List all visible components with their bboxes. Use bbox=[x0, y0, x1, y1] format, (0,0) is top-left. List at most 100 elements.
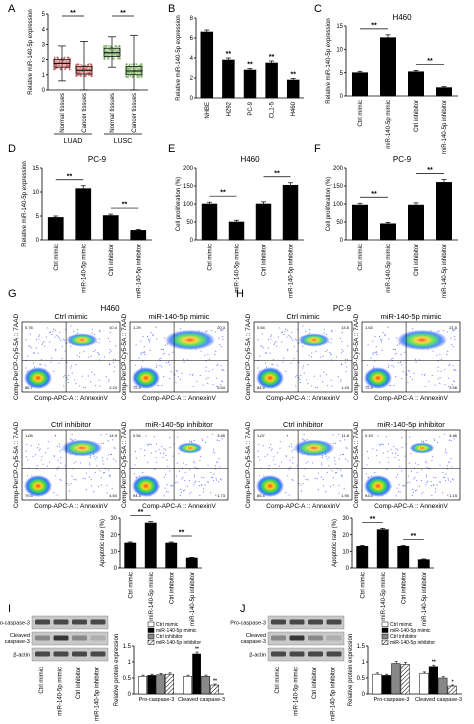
panel-g-flow-event bbox=[108, 363, 111, 366]
panel-h-flow-event bbox=[322, 355, 324, 357]
panel-h-flow-event bbox=[452, 384, 454, 386]
panel-h-flow-event bbox=[375, 455, 378, 457]
panel-i-blot-band bbox=[72, 651, 87, 657]
panel-i-blot-band bbox=[90, 651, 106, 657]
panel-g-flow-event bbox=[193, 476, 195, 478]
panel-h-flow-event bbox=[425, 476, 427, 478]
panel-g-flow-event bbox=[85, 472, 87, 474]
panel-g-flow-event bbox=[75, 382, 77, 385]
panel-g-flow-event bbox=[210, 476, 212, 478]
panel-g-flow-event bbox=[156, 461, 158, 463]
panel-g-flow-event bbox=[203, 488, 205, 490]
panel-h-flow-event bbox=[303, 365, 305, 367]
panel-g-flow-event bbox=[84, 478, 86, 480]
panel-h-flow-event bbox=[378, 444, 380, 446]
panel-g-flow-event bbox=[87, 356, 90, 358]
panel-f-title: PC-9 bbox=[393, 155, 412, 164]
panel-a-data-point bbox=[107, 58, 110, 60]
panel-i-ytick-label: 0.5 bbox=[123, 676, 132, 682]
panel-g-flow-event bbox=[59, 337, 61, 339]
panel-g-flow-event bbox=[106, 458, 108, 460]
panel-b-bar bbox=[265, 62, 278, 99]
panel-g-sig-mark: ** bbox=[138, 509, 144, 516]
panel-h-flow-event bbox=[288, 494, 290, 496]
panel-g-flow-event bbox=[27, 355, 29, 357]
panel-g-flow-quadrant-value: 5.54 bbox=[217, 385, 226, 390]
panel-h-flow-event bbox=[295, 338, 297, 340]
panel-h-flow-event bbox=[406, 374, 408, 376]
panel-c-bar bbox=[407, 71, 424, 97]
panel-g-flow-event bbox=[102, 442, 105, 444]
panel-h-flow-event bbox=[285, 370, 287, 372]
panel-g-flow-event bbox=[94, 349, 96, 351]
panel-c-ytick-label: 15 bbox=[336, 24, 343, 30]
panel-g-flow-event bbox=[108, 379, 110, 381]
panel-i-bar bbox=[210, 684, 219, 695]
panel-g-flow-event bbox=[162, 375, 165, 378]
panel-a-data-point bbox=[139, 63, 142, 66]
panel-j-blot-band bbox=[326, 635, 342, 641]
panel-j-bar bbox=[438, 677, 448, 695]
panel-j-blot-row-label: β-actin bbox=[249, 653, 266, 659]
panel-g-flow-event bbox=[71, 365, 73, 367]
panel-g-flow-event bbox=[223, 369, 225, 372]
panel-h-flow-event bbox=[451, 466, 453, 468]
panel-h-flow-event bbox=[278, 465, 281, 467]
panel-e-ylabel: Cell proliferation (%) bbox=[176, 177, 182, 231]
panel-a-sig-mark: ** bbox=[120, 10, 126, 17]
panel-g-flow-event bbox=[172, 484, 174, 487]
panel-h-flow-event bbox=[407, 482, 409, 484]
panel-h-flow-event bbox=[410, 452, 412, 455]
panel-g-flow-event bbox=[200, 350, 202, 352]
panel-h-flow-event bbox=[439, 481, 442, 483]
panel-g-flow-event bbox=[215, 479, 218, 481]
panel-j-blot-band bbox=[289, 635, 305, 641]
panel-g-flow-event bbox=[111, 487, 113, 489]
panel-h-flow-event bbox=[365, 473, 367, 475]
panel-i-legend-label: Ctrl inhibitor bbox=[156, 634, 183, 640]
panel-g-flow-event bbox=[163, 495, 165, 497]
panel-j-blot-row-label: Pro-caspase-3 bbox=[230, 621, 266, 627]
panel-i-bar bbox=[183, 676, 192, 695]
panel-g-flow-ylabel: Comp-PerCP-Cy5-5A :: 7AAD bbox=[13, 314, 20, 401]
panel-g-flow-event bbox=[208, 358, 210, 360]
panel-h-flow-event bbox=[427, 480, 429, 482]
panel-a-data-point bbox=[75, 75, 77, 77]
panel-h-flow-event bbox=[444, 451, 446, 453]
panel-h-flow-event bbox=[329, 486, 332, 488]
panel-h-flow-event bbox=[452, 329, 454, 331]
panel-g-flow-event bbox=[47, 441, 49, 443]
panel-h-flow-event bbox=[346, 447, 348, 450]
panel-h-flow-quadrant-value: 0.19 bbox=[365, 433, 374, 438]
panel-g-flow-event bbox=[79, 385, 81, 387]
panel-g-flow-event bbox=[74, 438, 76, 441]
panel-j-legend-swatch bbox=[381, 633, 389, 639]
panel-j-ylabel: Relative protein expression bbox=[348, 634, 354, 706]
panel-i-blot-lane-label: miR-140-5p mimic bbox=[58, 667, 64, 716]
panel-h-flow-event bbox=[373, 472, 376, 474]
panel-h-flow-event bbox=[393, 366, 395, 368]
panel-a-data-point bbox=[118, 48, 121, 50]
panel-h-flow-event bbox=[392, 348, 394, 350]
panel-h-flow-event bbox=[259, 355, 261, 357]
panel-g-flow-xlabel: Comp-APC-A :: AnnexinV bbox=[142, 395, 216, 402]
panel-g-flow-event bbox=[107, 454, 109, 456]
panel-c-bar bbox=[435, 87, 452, 97]
panel-g-flow-event bbox=[146, 336, 149, 338]
panel-h-flow-event bbox=[388, 461, 390, 463]
panel-i-blot-band bbox=[90, 635, 106, 641]
panel-g-flow-event bbox=[108, 469, 110, 471]
panel-h-flow-event bbox=[295, 385, 297, 387]
panel-h-flow-event bbox=[424, 385, 426, 388]
panel-h-flow-event bbox=[372, 340, 374, 342]
panel-i-ylabel: Relative protein expression bbox=[114, 634, 120, 706]
panel-g-flow-event bbox=[107, 337, 110, 339]
panel-h-flow-event bbox=[260, 345, 262, 347]
panel-h-flow-event bbox=[341, 349, 343, 351]
panel-g-flow-event bbox=[165, 455, 167, 457]
panel-h-flow-event bbox=[388, 364, 390, 366]
panel-a-data-point bbox=[82, 67, 85, 70]
panel-h-flow-event bbox=[298, 342, 300, 345]
panel-g-flow-event bbox=[216, 364, 218, 367]
panel-g-flow-event bbox=[148, 444, 150, 446]
